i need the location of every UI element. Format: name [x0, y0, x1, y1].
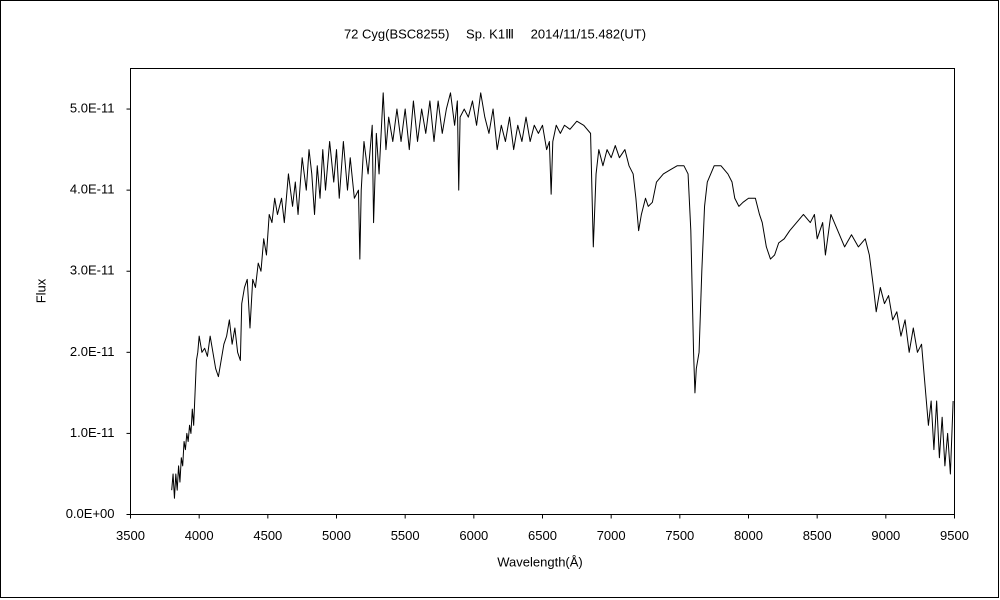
x-tick-label: 5000 — [322, 528, 351, 543]
y-tick-label: 3.0E-11 — [70, 263, 115, 278]
x-tick-label: 7000 — [597, 528, 626, 543]
y-tick-label: 2.0E-11 — [70, 344, 115, 359]
x-tick-label: 7500 — [665, 528, 694, 543]
chart-title: 72 Cyg(BSC8255) Sp. K1Ⅲ 2014/11/15.482(U… — [344, 26, 646, 41]
y-tick-label: 1.0E-11 — [70, 425, 115, 440]
x-tick-label: 8000 — [734, 528, 763, 543]
x-axis-label: Wavelength(Å) — [497, 554, 583, 569]
x-tick-label: 4500 — [253, 528, 282, 543]
y-axis-label: Flux — [33, 278, 48, 303]
x-tick-label: 5500 — [391, 528, 420, 543]
x-tick-label: 9000 — [871, 528, 900, 543]
x-tick-label: 8500 — [803, 528, 832, 543]
spectrum-line — [171, 92, 954, 499]
x-tick-label: 6000 — [459, 528, 488, 543]
y-tick-label: 0.0E+00 — [66, 506, 115, 521]
x-tick-label: 4000 — [185, 528, 214, 543]
x-tick-label: 9500 — [940, 528, 969, 543]
y-tick-label: 4.0E-11 — [70, 182, 115, 197]
x-tick-label: 6500 — [528, 528, 557, 543]
y-tick-label: 5.0E-11 — [70, 100, 115, 115]
x-tick-label: 3500 — [116, 528, 145, 543]
